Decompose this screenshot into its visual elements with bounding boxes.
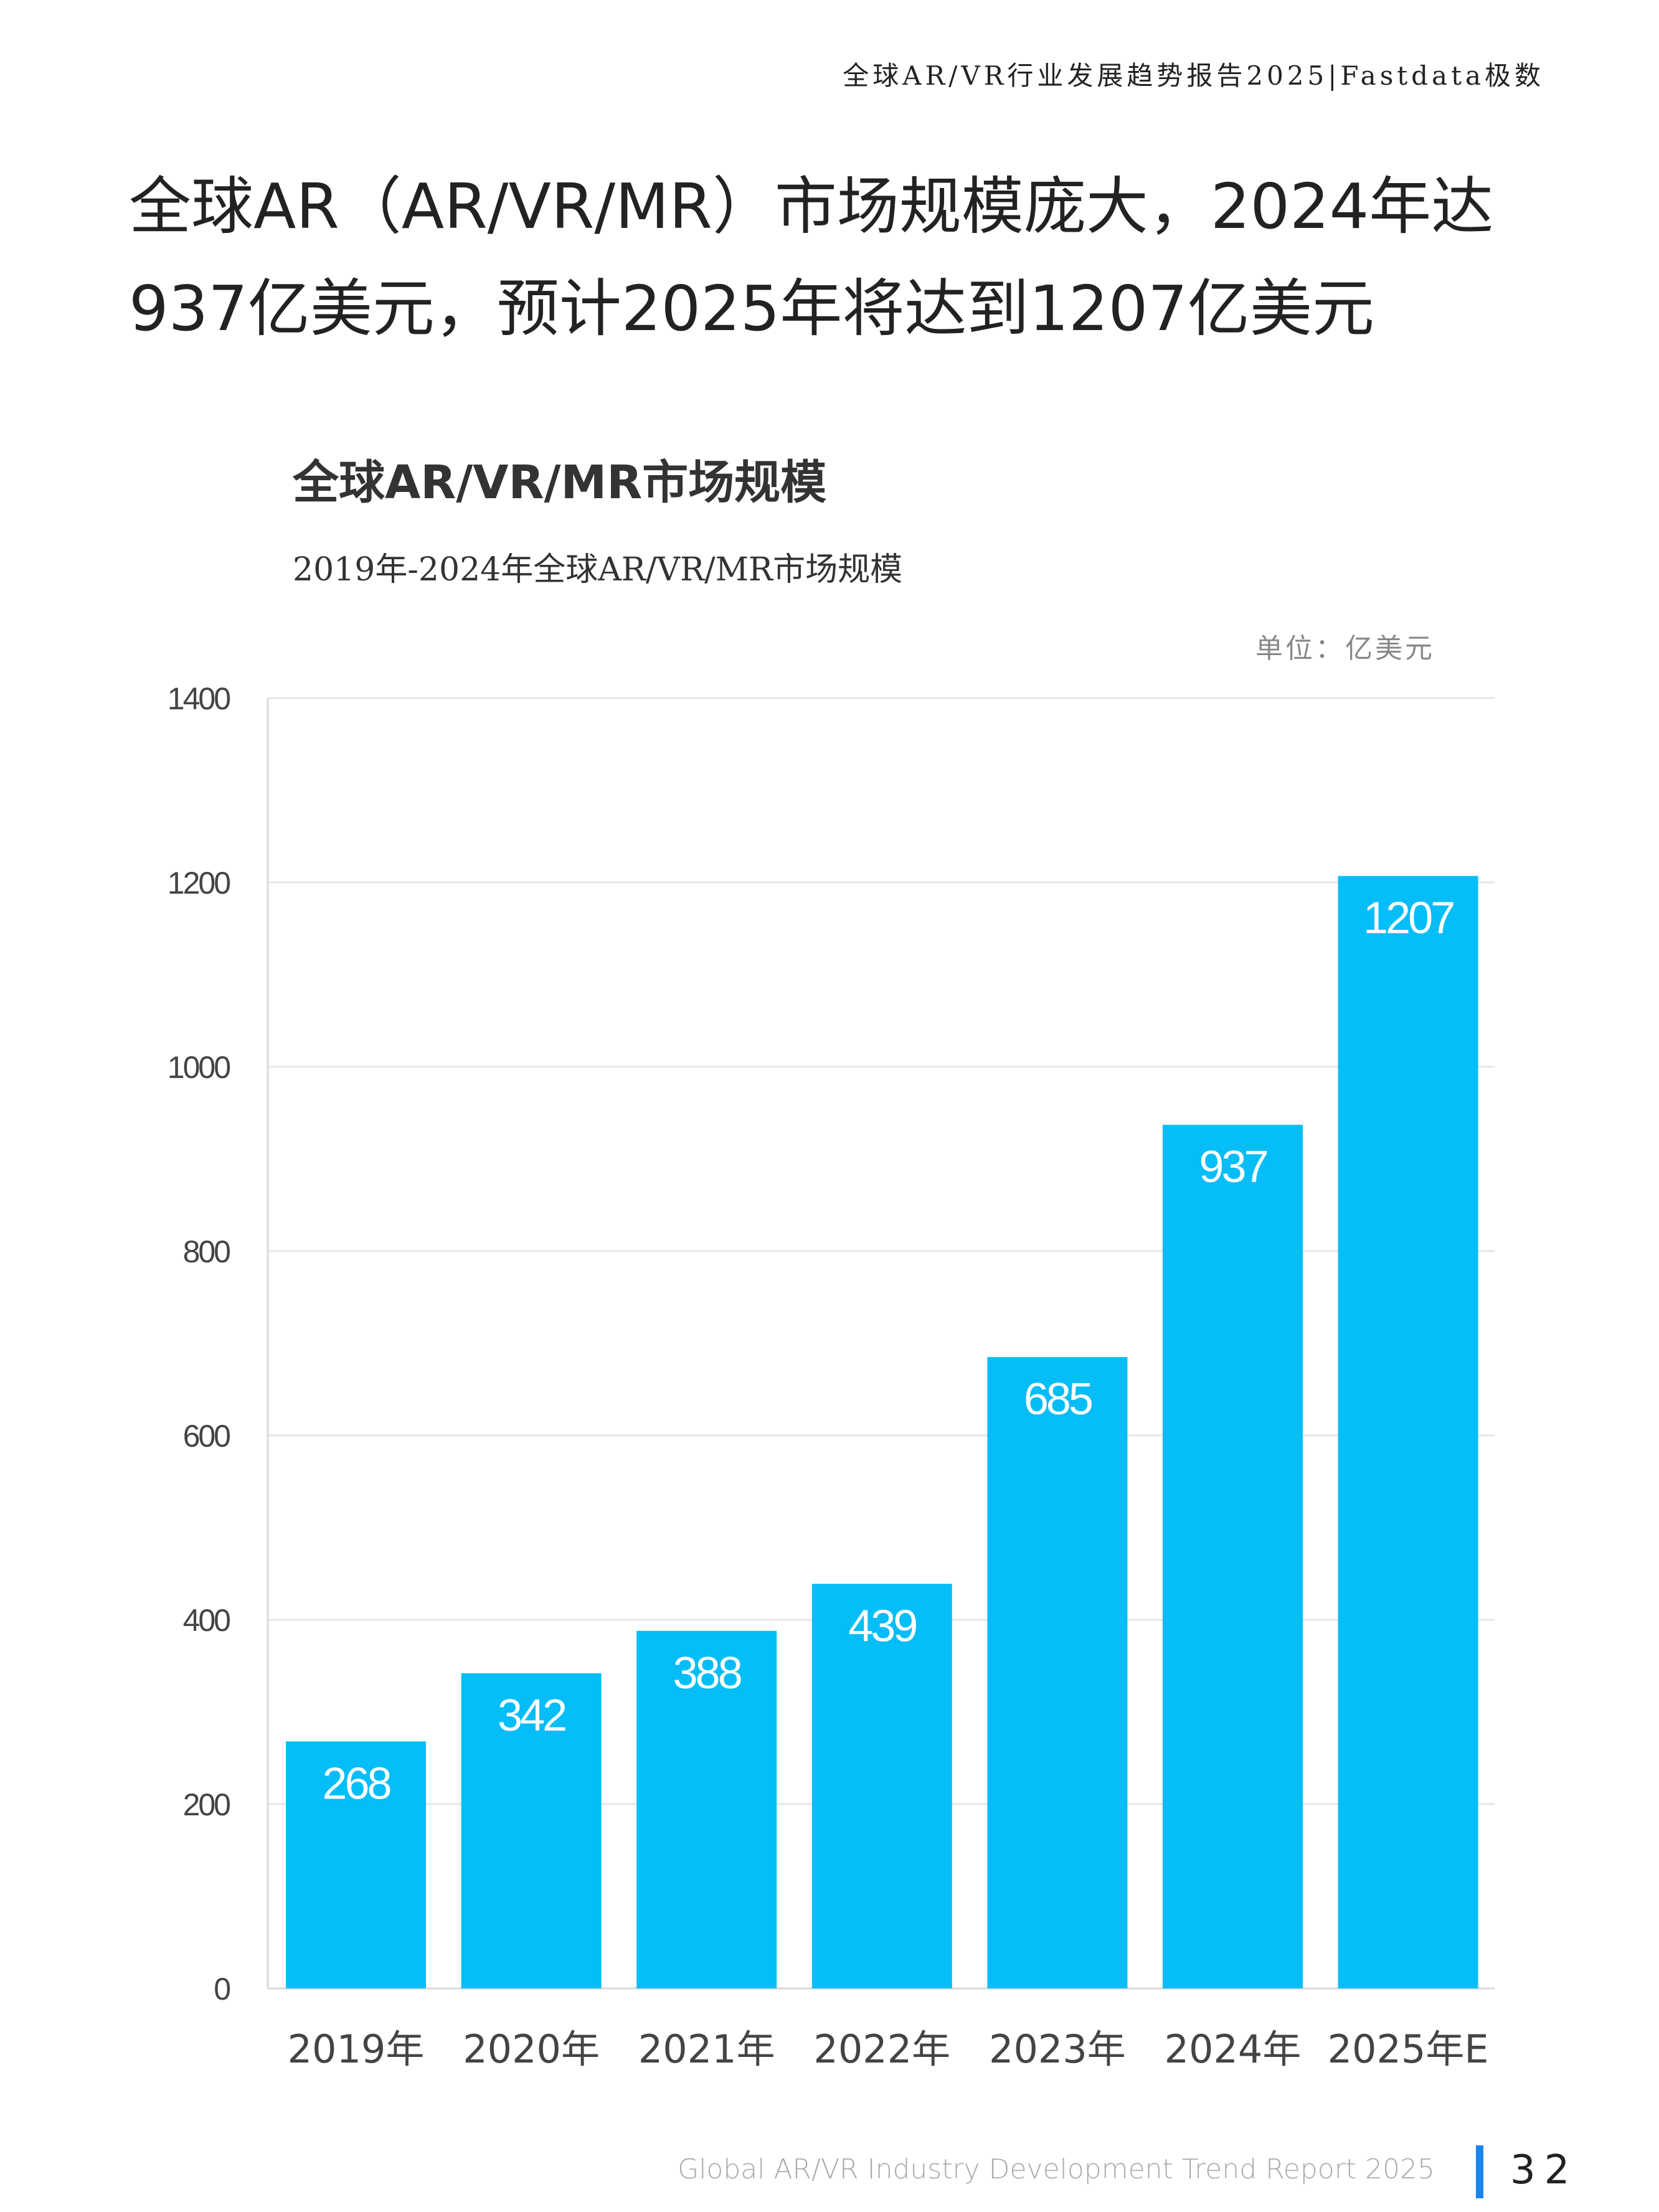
data-label: 268 — [322, 1759, 390, 1808]
data-label: 342 — [498, 1691, 565, 1741]
y-tick-label: 600 — [183, 1419, 230, 1453]
data-label: 1207 — [1363, 894, 1453, 943]
x-tick-label: 2025年E — [1328, 2026, 1489, 2072]
x-tick-label: 2020年 — [463, 2026, 600, 2072]
y-tick-label: 0 — [214, 1972, 230, 2006]
bar — [1163, 1125, 1303, 1988]
y-tick-label: 1400 — [168, 681, 230, 716]
bar — [636, 1630, 777, 1988]
y-tick-label: 400 — [183, 1603, 230, 1638]
x-tick-label: 2019年 — [288, 2026, 425, 2072]
data-label: 937 — [1199, 1142, 1267, 1192]
page-title: 全球AR（AR/VR/MR）市场规模庞大，2024年达 937亿美元，预计202… — [129, 156, 1561, 360]
y-tick-label: 200 — [183, 1787, 230, 1822]
bar — [461, 1673, 602, 1988]
page-number: 32 — [1510, 2147, 1579, 2193]
footer-accent-bar — [1476, 2145, 1483, 2198]
running-header: 全球AR/VR行业发展趋势报告2025|Fastdata极数 — [843, 60, 1544, 91]
page-title-line-2: 937亿美元，预计2025年将达到1207亿美元 — [129, 272, 1374, 345]
x-tick-label: 2022年 — [813, 2026, 950, 2072]
y-tick-label: 1000 — [168, 1050, 230, 1085]
bar — [811, 1584, 952, 1988]
bar — [286, 1741, 426, 1988]
chart-subtitle: 2019年-2024年全球AR/VR/MR市场规模 — [293, 551, 903, 588]
data-label: 388 — [673, 1648, 741, 1698]
bar — [987, 1357, 1128, 1988]
data-label: 685 — [1024, 1374, 1092, 1424]
x-tick-label: 2021年 — [638, 2026, 775, 2072]
bar-chart: 0 200 400 600 800 1000 1200 1400 268 2019年 342 2020… — [168, 681, 1495, 2072]
x-tick-label: 2024年 — [1165, 2026, 1302, 2072]
data-label: 439 — [848, 1601, 916, 1651]
bar — [1338, 876, 1478, 1988]
chart-title: 全球AR/VR/MR市场规模 — [293, 456, 827, 509]
footer-report-name: Global AR/VR Industry Development Trend … — [678, 2153, 1435, 2185]
y-tick-label: 800 — [183, 1234, 230, 1269]
x-tick-label: 2023年 — [989, 2026, 1126, 2072]
y-tick-label: 1200 — [168, 866, 230, 900]
chart-unit: 单位：亿美元 — [1255, 633, 1435, 664]
page-title-line-1: 全球AR（AR/VR/MR）市场规模庞大，2024年达 — [129, 170, 1494, 243]
